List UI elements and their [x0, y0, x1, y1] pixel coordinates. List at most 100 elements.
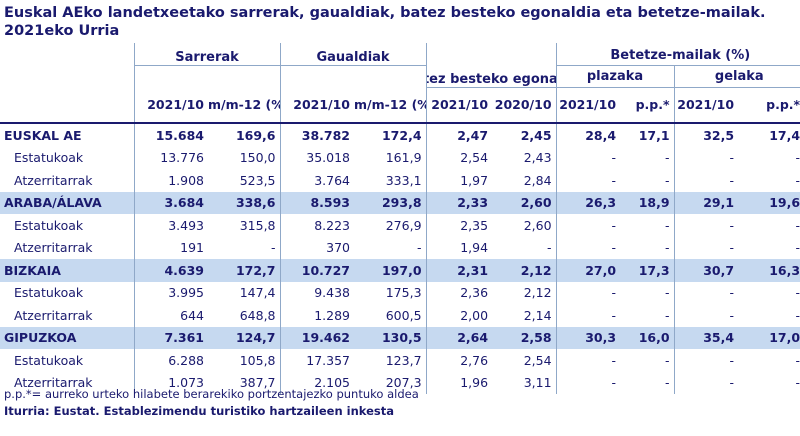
col-gaualdiak-mm12: m/m-12 (%): [354, 87, 427, 124]
row-label: Estatukoak: [0, 214, 135, 237]
row-label: Atzerritarrak: [0, 169, 135, 192]
table-cell: 3.493: [168, 217, 204, 233]
table-cell: -: [208, 236, 281, 259]
table-cell: 315,8: [208, 214, 281, 237]
table-cell: -: [620, 371, 675, 394]
table-cell: 387,7: [208, 371, 281, 394]
table-row-region: ARABA/ÁLAVA 3.684 338,6 8.593 293,8 2,33 2,60 2…: [0, 191, 800, 214]
table-cell: 10.727: [280, 259, 355, 282]
table-cell: 17,3: [620, 259, 675, 282]
table-cell: -: [492, 236, 557, 259]
table-cell: 197,0: [354, 259, 427, 282]
table-cell: -: [729, 375, 735, 391]
table-cell: 2,33: [426, 191, 493, 214]
table-row: Estatukoak 13.776 150,0 35.018 161,9 2,54 2,43…: [0, 146, 800, 169]
table-cell: -: [729, 172, 735, 188]
row-label: Estatukoak: [0, 146, 135, 169]
table-cell: 6.288: [168, 352, 204, 368]
table-cell: -: [611, 375, 617, 391]
table-cell: -: [620, 236, 675, 259]
table-cell: 2,54: [492, 349, 557, 372]
table-cell: 172,7: [208, 259, 281, 282]
table-cell: -: [620, 169, 675, 192]
table-cell: 338,6: [208, 191, 281, 214]
table-cell: -: [354, 236, 427, 259]
col-sarrerak-2021: 2021/10: [134, 87, 208, 124]
table-cell: 2,76: [460, 352, 489, 368]
table-cell: 191: [180, 240, 204, 256]
table-cell: 124,7: [208, 326, 281, 349]
header-plazaka: plazaka: [556, 65, 675, 88]
data-table: Sarrerak Gaualdiak Batez besteko egonald…: [0, 43, 800, 394]
table-cell: 16,3: [738, 259, 800, 282]
table-cell: 2,12: [492, 281, 557, 304]
table-cell: -: [611, 172, 617, 188]
table-cell: 35,4: [674, 326, 739, 349]
table-cell: -: [729, 240, 735, 256]
corner-header-2: [0, 87, 135, 124]
table-cell: -: [795, 375, 800, 391]
table-cell: 30,3: [556, 326, 621, 349]
table-cell: 7.361: [134, 326, 208, 349]
table-cell: -: [620, 281, 675, 304]
table-row: Estatukoak 6.288 105,8 17.357 123,7 2,76 2,54 -…: [0, 349, 800, 372]
footnote: p.p.*= aurreko urteko hilabete berarekik…: [4, 387, 419, 401]
table-cell: 19.462: [280, 326, 355, 349]
table-cell: 130,5: [354, 326, 427, 349]
table-cell: 3.684: [134, 191, 208, 214]
table-cell: 600,5: [354, 304, 427, 327]
table-cell: 2,60: [492, 214, 557, 237]
table-cell: 2,14: [492, 304, 557, 327]
table-cell: 175,3: [354, 281, 427, 304]
table-cell: 2,36: [460, 285, 489, 301]
table-cell: 2,35: [460, 217, 489, 233]
table-cell: -: [611, 150, 617, 166]
table-cell: 1.908: [168, 172, 204, 188]
table-cell: 18,9: [620, 191, 675, 214]
row-label: Estatukoak: [0, 281, 135, 304]
table-cell: 1,94: [460, 240, 489, 256]
table-cell: -: [729, 285, 735, 301]
table-cell: 2,47: [457, 127, 489, 143]
col-egonaldia-2020: 2020/10: [492, 87, 557, 124]
table-cell: 4.639: [134, 259, 208, 282]
table-body: EUSKAL AE 15.684 169,6 38.782 172,4 2,47 2,45 2…: [0, 123, 800, 394]
table-cell: 293,8: [354, 191, 427, 214]
table-cell: 648,8: [208, 304, 281, 327]
table-cell: 2,31: [426, 259, 493, 282]
table-cell: 523,5: [208, 169, 281, 192]
table-row: Estatukoak 3.995 147,4 9.438 175,3 2,36 2,12- -…: [0, 281, 800, 304]
table-cell: 17,0: [738, 326, 800, 349]
table-cell: 9.438: [314, 285, 351, 301]
row-label: Atzerritarrak: [0, 304, 135, 327]
table-row-region: BIZKAIA 4.639 172,7 10.727 197,0 2,31 2,12 27,0…: [0, 259, 800, 282]
corner-header-mid: [0, 65, 135, 87]
col-sarrerak-mm12: m/m-12 (%): [208, 87, 281, 124]
table-cell: -: [611, 240, 617, 256]
table-row: Atzerritarrak 644 648,8 1.289 600,5 2,00 2,14 -…: [0, 304, 800, 327]
table-cell: 2,43: [492, 146, 557, 169]
table-cell: -: [611, 352, 617, 368]
table-cell: 38.782: [301, 127, 351, 143]
table-cell: -: [795, 150, 800, 166]
col-gelaka-2021: 2021/10: [674, 87, 739, 124]
table-cell: 2.105: [314, 375, 351, 391]
table-cell: 13.776: [160, 150, 204, 166]
table-cell: 17.357: [306, 352, 351, 368]
col-egonaldia-2021: 2021/10: [426, 87, 493, 124]
table-cell: 29,1: [674, 191, 739, 214]
col-plazaka-2021: 2021/10: [556, 87, 621, 124]
table-cell: 19,6: [738, 191, 800, 214]
table-cell: 169,6: [208, 123, 281, 147]
header-sarrerak: Sarrerak: [134, 43, 281, 66]
header-egonaldia-cell: Batez besteko egonaldia: [426, 43, 557, 88]
table-cell: 172,4: [354, 123, 427, 147]
header-egonaldia: Batez besteko egonaldia: [427, 71, 556, 87]
row-label: Atzerritarrak: [0, 236, 135, 259]
table-cell: 1,96: [460, 375, 489, 391]
table-cell: -: [620, 146, 675, 169]
table-cell: 2,64: [426, 326, 493, 349]
row-label: BIZKAIA: [0, 259, 135, 282]
col-plazaka-pp: p.p.*: [620, 87, 675, 124]
row-label: Atzerritarrak: [0, 371, 135, 394]
